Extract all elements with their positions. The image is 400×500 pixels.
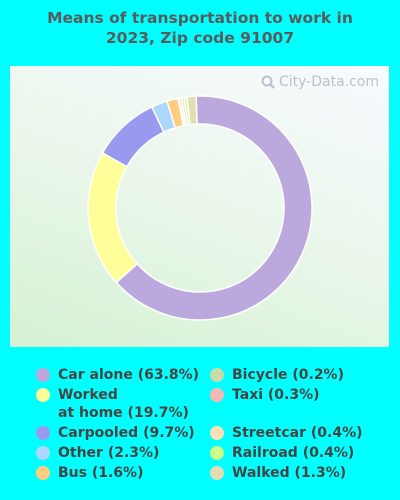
legend-left: Car alone (63.8%) Worked at home (19.7%) C… xyxy=(36,366,199,484)
legend-item: Car alone (63.8%) xyxy=(36,366,199,384)
legend-item: Railroad (0.4%) xyxy=(210,444,363,462)
legend-right: Bicycle (0.2%) Taxi (0.3%) Streetcar (0.4%… xyxy=(210,366,363,484)
legend-swatch xyxy=(210,388,224,402)
legend-swatch xyxy=(36,446,50,460)
legend-label: Other (2.3%) xyxy=(58,445,160,461)
legend-item: Taxi (0.3%) xyxy=(210,386,363,404)
legend-label: Worked at home (19.7%) xyxy=(58,387,189,421)
slice-walked xyxy=(186,95,198,126)
watermark-text: City-Data.com xyxy=(278,74,379,90)
legend-item: Bus (1.6%) xyxy=(36,464,199,482)
legend-label: Bicycle (0.2%) xyxy=(232,367,344,383)
legend-swatch xyxy=(210,368,224,382)
legend-swatch xyxy=(210,426,224,440)
legend-label: Streetcar (0.4%) xyxy=(232,425,363,441)
legend-swatch xyxy=(210,466,224,480)
legend-label: Bus (1.6%) xyxy=(58,465,144,481)
slice-worked-at-home xyxy=(87,151,139,284)
magnifier-icon xyxy=(261,75,275,89)
legend-swatch xyxy=(36,368,50,382)
legend-label: Carpooled (9.7%) xyxy=(58,425,195,441)
legend-swatch xyxy=(36,388,50,402)
legend-label: Car alone (63.8%) xyxy=(58,367,200,383)
legend-item: Streetcar (0.4%) xyxy=(210,424,363,442)
legend-item: Other (2.3%) xyxy=(36,444,199,462)
legend-swatch xyxy=(210,446,224,460)
legend-label: Railroad (0.4%) xyxy=(232,445,355,461)
legend-item: Carpooled (9.7%) xyxy=(36,424,199,442)
legend-item: Worked at home (19.7%) xyxy=(36,386,199,422)
legend-swatch xyxy=(36,466,50,480)
legend-label: Walked (1.3%) xyxy=(232,465,347,481)
slice-car-alone xyxy=(115,95,313,321)
plot-area: City-Data.com xyxy=(10,66,389,347)
legend-item: Walked (1.3%) xyxy=(210,464,363,482)
watermark: City-Data.com xyxy=(261,74,379,90)
legend-label: Taxi (0.3%) xyxy=(232,387,320,403)
legend-swatch xyxy=(36,426,50,440)
legend-item: Bicycle (0.2%) xyxy=(210,366,363,384)
chart-title: Means of transportation to work in 2023, … xyxy=(47,9,353,47)
donut-chart xyxy=(87,95,313,321)
